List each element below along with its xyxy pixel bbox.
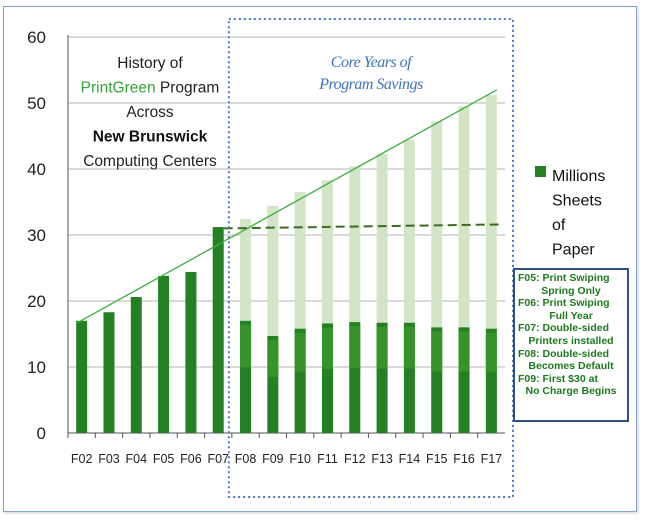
x-tick-label: F03 xyxy=(98,452,120,466)
data-bar xyxy=(185,271,197,433)
x-tick-label: F16 xyxy=(453,452,475,466)
milestone-annotation-line: No Charge Begins xyxy=(525,385,617,398)
chart-title-line: Across xyxy=(126,104,174,121)
title-text-part: Program xyxy=(156,80,220,97)
bar-highlight-band xyxy=(458,331,470,372)
data-bar xyxy=(431,327,443,433)
chart-title-line: History of xyxy=(117,55,183,72)
y-tick-label: 60 xyxy=(27,28,46,47)
legend-label: Millions xyxy=(552,168,605,185)
bar-highlight-band xyxy=(267,339,279,377)
data-bar xyxy=(130,297,142,433)
x-tick-label: F09 xyxy=(262,452,284,466)
trend-line xyxy=(75,89,498,325)
data-bar xyxy=(376,322,388,433)
data-bar xyxy=(212,227,224,433)
bar-highlight-band xyxy=(349,326,361,369)
bar-highlight-band xyxy=(431,331,443,372)
projected-usage-bar xyxy=(294,192,306,433)
data-bar xyxy=(458,327,470,433)
x-tick-label: F13 xyxy=(371,452,393,466)
chart-title-line: PrintGreen Program xyxy=(81,80,220,97)
projected-usage-bar xyxy=(485,95,497,433)
core-years-label: Program Savings xyxy=(318,76,423,93)
chart-title-line: New Brunswick xyxy=(93,129,208,146)
x-tick-label: F02 xyxy=(71,452,93,466)
x-tick-label: F15 xyxy=(426,452,448,466)
chart-frame xyxy=(3,6,637,512)
x-tick-label: F06 xyxy=(180,452,202,466)
x-tick-label: F10 xyxy=(289,452,311,466)
x-tick-label: F08 xyxy=(235,452,257,466)
data-bar xyxy=(349,322,361,433)
data-bar xyxy=(76,320,88,433)
bar-highlight-band xyxy=(403,326,415,369)
milestone-annotation-line: F06: Print Swiping xyxy=(518,297,610,310)
y-tick-label: 40 xyxy=(27,160,46,179)
core-years-box xyxy=(227,18,514,498)
milestone-annotation-line: Printers installed xyxy=(528,334,614,347)
bar-highlight-band xyxy=(376,326,388,369)
y-tick-label: 50 xyxy=(27,94,46,113)
data-bar xyxy=(103,312,115,433)
x-tick-label: F04 xyxy=(126,452,148,466)
x-tick-label: F12 xyxy=(344,452,366,466)
y-tick-label: 10 xyxy=(27,358,46,377)
data-bar xyxy=(294,328,306,433)
milestone-annotation-line: F07: Double-sided xyxy=(518,322,610,335)
projected-usage-bar xyxy=(321,180,333,433)
data-bar xyxy=(158,275,170,433)
y-tick-label: 0 xyxy=(37,424,46,443)
core-years-label: Core Years of xyxy=(331,54,414,71)
milestone-annotation-line: F09: First $30 at xyxy=(518,372,598,385)
y-tick-label: 20 xyxy=(27,292,46,311)
projected-usage-bar xyxy=(267,205,279,433)
legend-label: Sheets xyxy=(552,193,602,210)
bar-highlight-band xyxy=(294,332,306,373)
x-tick-label: F14 xyxy=(399,452,421,466)
title-text-part: Computing Centers xyxy=(83,153,217,170)
title-text-part: History of xyxy=(117,55,183,72)
bar-highlight-band xyxy=(321,327,333,370)
projected-usage-bar xyxy=(458,106,470,434)
bar-highlight-band xyxy=(240,324,252,368)
data-bar xyxy=(485,328,497,433)
data-bar xyxy=(321,323,333,433)
x-tick-label: F05 xyxy=(153,452,175,466)
x-tick-label: F11 xyxy=(317,452,338,466)
data-bar xyxy=(403,322,415,433)
milestone-annotation-line: F05: Print Swiping xyxy=(518,272,610,284)
projected-usage-bar xyxy=(376,153,388,433)
milestone-annotation-line: Spring Only xyxy=(541,284,601,297)
title-text-part: Across xyxy=(126,104,174,121)
bar-highlight-band xyxy=(485,332,497,373)
legend-label: of xyxy=(552,217,566,234)
projected-usage-bar xyxy=(349,166,361,434)
y-tick-label: 30 xyxy=(27,226,46,245)
data-bar xyxy=(240,320,252,433)
milestones-annotation-box: F05: Print Swiping Spring Only F06: Print … xyxy=(513,268,629,422)
legend-label: Paper xyxy=(552,242,595,259)
milestone-annotation-line: F08: Double-sided xyxy=(518,347,610,360)
milestone-annotation-line: Full Year xyxy=(549,309,593,322)
legend-swatch xyxy=(535,166,546,177)
title-text-part: New Brunswick xyxy=(93,129,208,146)
milestone-annotation-line: Becomes Default xyxy=(528,360,614,373)
x-tick-label: F07 xyxy=(207,452,229,466)
flat-projection-line xyxy=(223,223,500,230)
chart-title-line: Computing Centers xyxy=(83,153,217,170)
projected-usage-bar xyxy=(403,139,415,433)
projected-usage-bar xyxy=(431,121,443,433)
x-tick-label: F17 xyxy=(481,452,503,466)
data-bar xyxy=(267,335,279,433)
title-text-part: PrintGreen xyxy=(81,80,156,97)
